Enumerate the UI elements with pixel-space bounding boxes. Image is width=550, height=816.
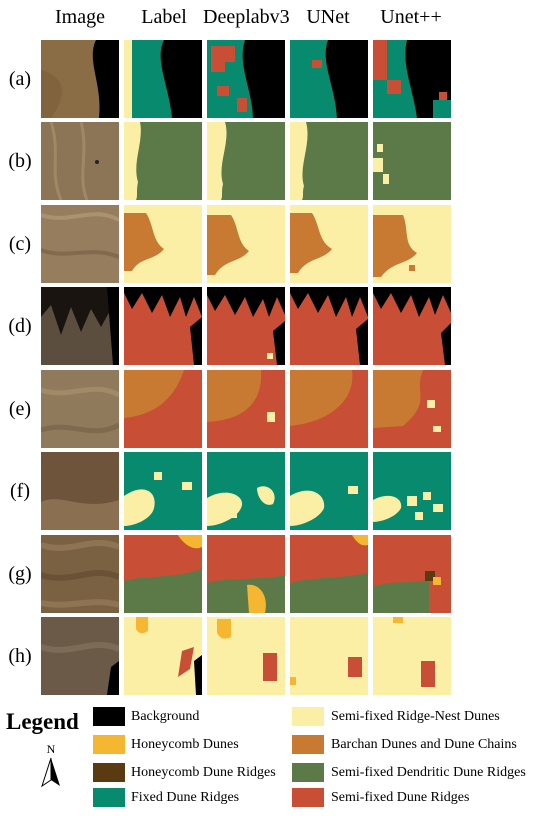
deeplabv3-mask-g [207,535,285,613]
satellite-image-a [41,40,119,118]
legend-title: Legend [6,709,79,734]
unet-mask-a [290,40,368,118]
label-mask-d [124,287,202,365]
unetpp-mask-h [373,617,451,695]
legend-label-barchan-dunes: Barchan Dunes and Dune Chains [331,737,517,752]
legend-swatch-background [93,707,125,726]
deeplabv3-mask-c [207,205,285,283]
column-header-label: Label [141,6,187,28]
unetpp-mask-e [373,370,451,448]
label-mask-f [124,452,202,530]
deeplabv3-mask-e [207,370,285,448]
row-label-c: (c) [8,233,32,255]
legend-swatch-honeycomb-dune-ridges [93,763,125,782]
row-label-h: (h) [8,645,32,667]
unet-mask-e [290,370,368,448]
satellite-image-c [41,205,119,283]
row-label-d: (d) [8,315,32,337]
column-header-deeplabv3: Deeplabv3 [203,6,290,28]
row-label-e: (e) [8,398,32,420]
row-label-a: (a) [8,68,32,90]
unetpp-mask-b [373,122,451,200]
row-label-b: (b) [8,150,32,172]
satellite-image-f [41,452,119,530]
satellite-image-e [41,370,119,448]
unetpp-mask-g [373,535,451,613]
column-header-unet: UNet [306,6,350,28]
unetpp-mask-c [373,205,451,283]
legend-label-semi-fixed-dune-ridges: Semi-fixed Dune Ridges [331,790,470,805]
unet-mask-h [290,617,368,695]
column-header-image: Image [55,6,105,28]
label-mask-c [124,205,202,283]
label-mask-e [124,370,202,448]
unet-mask-f [290,452,368,530]
legend-label-semi-fixed-dendritic-dune-ridges: Semi-fixed Dendritic Dune Ridges [331,765,526,780]
legend-label-semi-fixed-ridge-nest-dunes: Semi-fixed Ridge-Nest Dunes [331,709,500,724]
label-mask-b [124,122,202,200]
legend-label-honeycomb-dunes: Honeycomb Dunes [131,737,239,752]
deeplabv3-mask-d [207,287,285,365]
north-label: N [46,742,56,756]
unet-mask-c [290,205,368,283]
legend-label-fixed-dune-ridges: Fixed Dune Ridges [131,790,240,805]
unetpp-mask-f [373,452,451,530]
legend-swatch-honeycomb-dunes [93,735,125,754]
unetpp-mask-d [373,287,451,365]
legend-swatch-fixed-dune-ridges [93,788,125,807]
row-label-f: (f) [10,480,30,502]
satellite-image-b [41,122,119,200]
unet-mask-g [290,535,368,613]
satellite-image-h [41,617,119,695]
legend-label-background: Background [131,709,200,724]
legend-swatch-semi-fixed-dendritic-dune-ridges [292,763,324,782]
legend-swatch-barchan-dunes [292,735,324,754]
deeplabv3-mask-a [207,40,285,118]
satellite-image-g [41,535,119,613]
legend-swatch-semi-fixed-dune-ridges [292,788,324,807]
unetpp-mask-a [373,40,451,118]
satellite-image-d [41,287,119,365]
deeplabv3-mask-f [207,452,285,530]
label-mask-h [124,617,202,695]
legend-swatch-semi-fixed-ridge-nest-dunes [292,707,324,726]
column-header-unetpp: Unet++ [380,6,442,28]
unet-mask-d [290,287,368,365]
label-mask-g [124,535,202,613]
deeplabv3-mask-b [207,122,285,200]
legend-label-honeycomb-dune-ridges: Honeycomb Dune Ridges [131,765,276,780]
deeplabv3-mask-h [207,617,285,695]
label-mask-a [124,40,202,118]
north-arrow-icon: N [38,742,64,788]
unet-mask-b [290,122,368,200]
row-label-g: (g) [8,563,32,585]
